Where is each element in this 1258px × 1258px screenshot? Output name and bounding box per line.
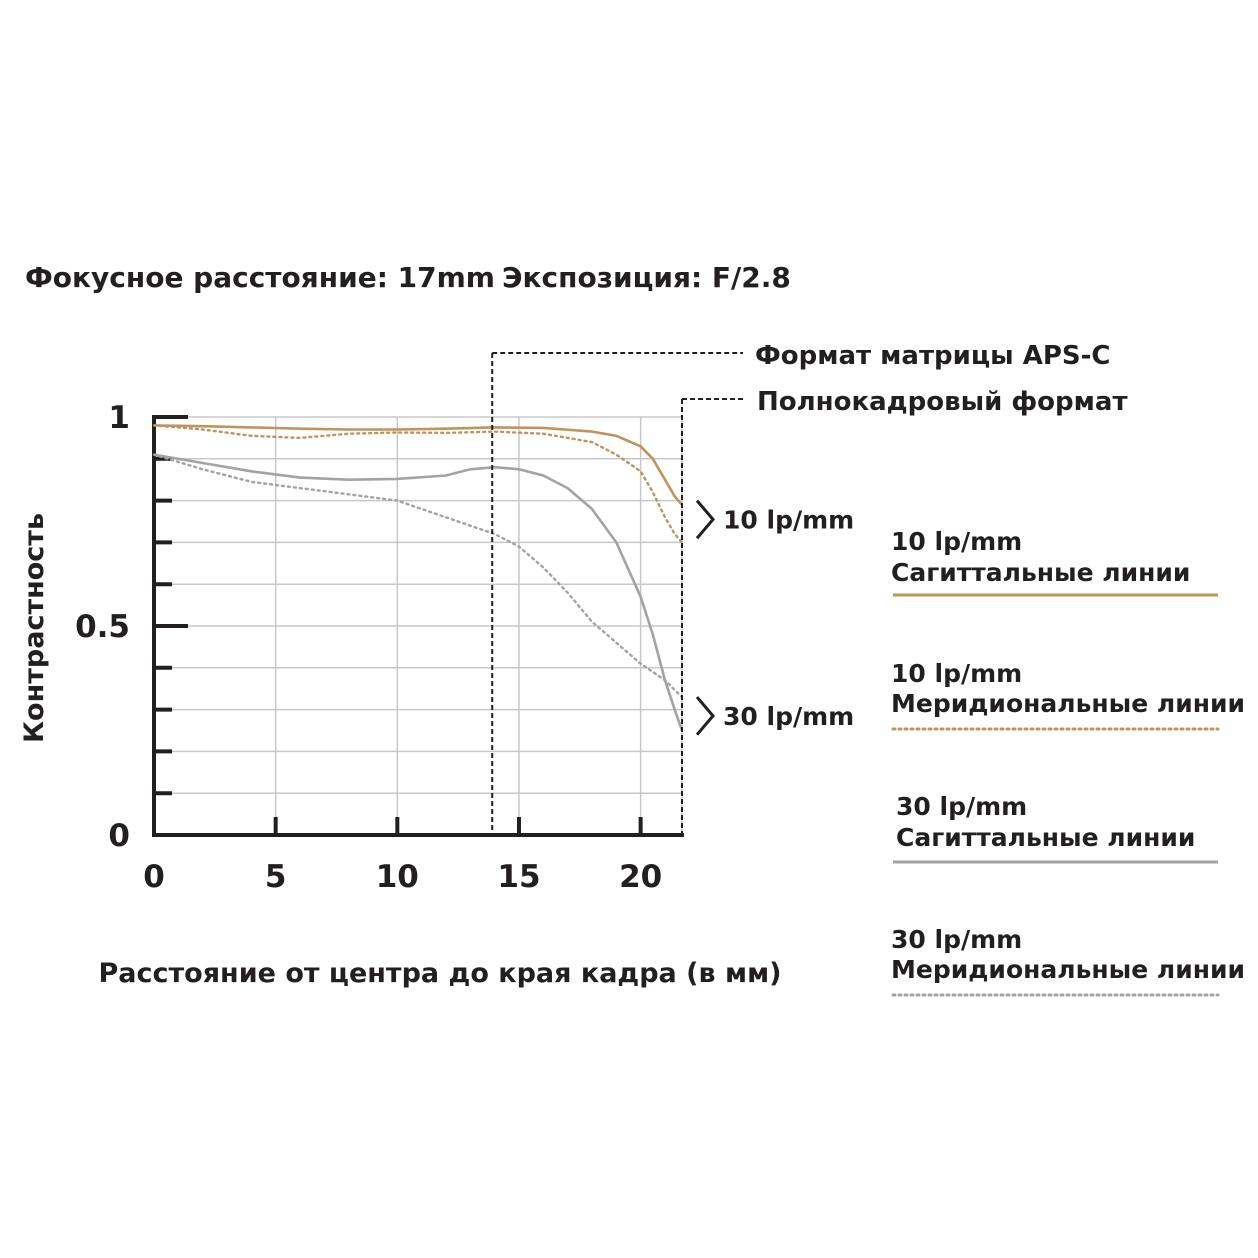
x-axis-title: Расстояние от центра до края кадра (в мм… — [99, 958, 782, 989]
legend-item-frequency: 30 lp/mm — [891, 925, 1022, 954]
group-bracket — [695, 696, 715, 736]
series-line-4 — [152, 453, 684, 699]
group-label: 10 lp/mm — [723, 505, 854, 534]
focal-length-label: Фокусное расстояние: 17mm — [25, 261, 495, 294]
group-label: 30 lp/mm — [723, 702, 854, 731]
x-tick-label: 0 — [143, 859, 165, 895]
series-line-1 — [153, 424, 683, 506]
legend-item-frequency: 10 lp/mm — [891, 659, 1022, 688]
legend-item-type: Сагиттальные линии — [896, 823, 1195, 852]
x-tick-label: 15 — [497, 859, 540, 895]
legend-item-type: Меридиональные линии — [891, 689, 1245, 718]
group-bracket — [695, 499, 715, 540]
series-line-2 — [152, 424, 684, 544]
x-tick-label: 20 — [619, 859, 662, 895]
region-marker-label: Полнокадровый формат — [757, 387, 1128, 417]
legend-item-type: Сагиттальные линии — [891, 558, 1190, 587]
legend-item-type: Меридиональные линии — [891, 955, 1245, 984]
legend-item-frequency: 10 lp/mm — [891, 527, 1022, 556]
region-marker-label: Формат матрицы APS-C — [755, 341, 1110, 371]
y-tick-label: 0.5 — [75, 609, 130, 645]
y-tick-label: 1 — [108, 400, 130, 436]
y-axis-title: Контрастность — [19, 513, 50, 743]
plot-area: 0 5 10 15 20 0 0.5 1 Расстояние от центра до кра… — [19, 341, 1128, 989]
x-tick-label: 5 — [265, 859, 287, 895]
legend-item-frequency: 30 lp/mm — [896, 792, 1027, 821]
y-tick-label: 0 — [108, 818, 130, 854]
aperture-label: Экспозиция: F/2.8 — [502, 261, 791, 294]
x-tick-label: 10 — [376, 859, 419, 895]
series-line-3 — [153, 453, 684, 731]
